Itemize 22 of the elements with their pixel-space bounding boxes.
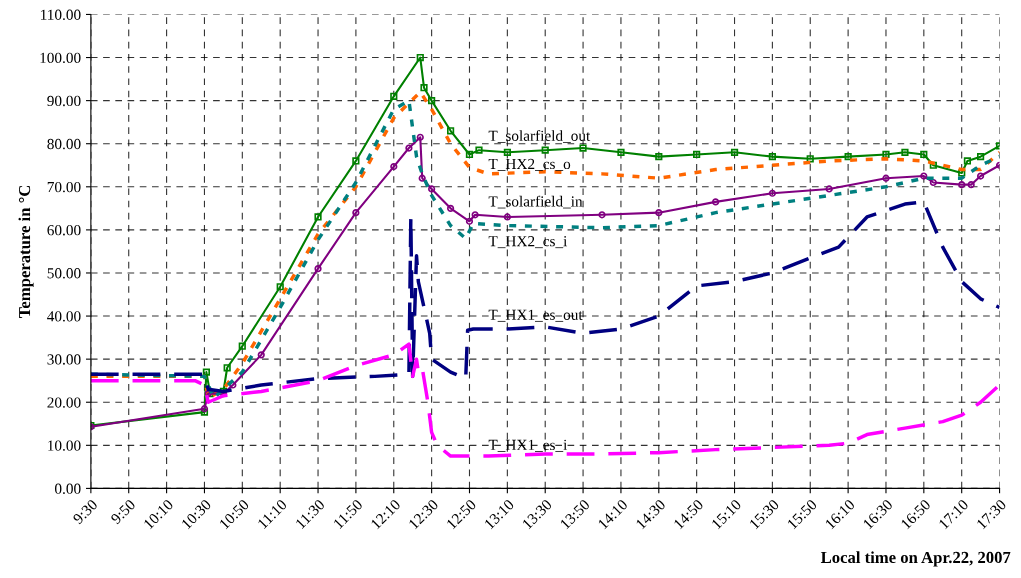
y-tick-label: 110.00 [41,9,81,20]
y-tick-label: 10.00 [48,440,81,451]
series-label: T_HX1_es_i [488,439,568,452]
x-tick-label: 9:30 [72,498,99,525]
y-tick-label: 40.00 [47,311,81,322]
series-label: T_HX2_cs_o [488,158,571,171]
y-tick-label: 70.00 [47,181,81,193]
y-tick-label: 90.00 [47,95,81,107]
series-label: T_solarfield_in [488,195,583,209]
x-axis-title: Local time on Apr.22, 2007 [820,551,1011,567]
y-tick-label: 80.00 [47,138,81,150]
y-tick-label: 100.00 [40,52,81,64]
y-axis-title: Temperature in °C [18,185,34,318]
series-label: T_HX2_cs_i [488,236,568,249]
series-label: T_solarfield_out [488,130,591,143]
y-tick-label: 50.00 [47,268,81,279]
y-tick-label: 0.00 [54,483,81,494]
series-label: T_HX1_es_out [488,309,583,322]
y-tick-label: 60.00 [47,225,81,236]
y-tick-label: 20.00 [47,397,81,408]
y-tick-label: 30.00 [47,354,81,365]
x-tick-label: 9:50 [110,498,136,525]
